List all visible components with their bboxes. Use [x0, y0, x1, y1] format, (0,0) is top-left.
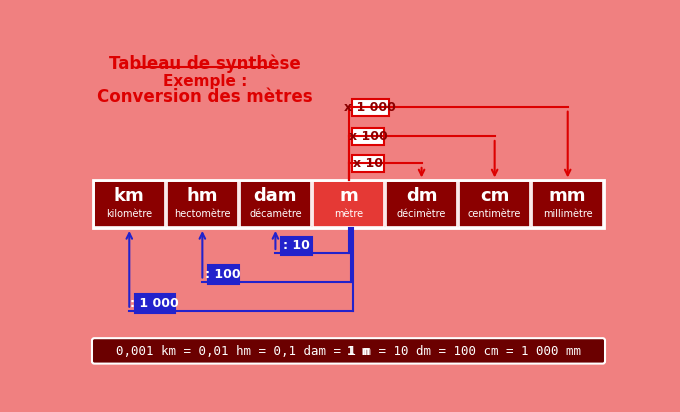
- FancyBboxPatch shape: [313, 181, 384, 227]
- Text: x 1 000: x 1 000: [344, 101, 396, 114]
- FancyBboxPatch shape: [135, 294, 175, 313]
- Text: m: m: [339, 187, 358, 205]
- FancyBboxPatch shape: [352, 128, 384, 145]
- Text: km: km: [114, 187, 145, 205]
- Text: décimètre: décimètre: [397, 209, 446, 219]
- FancyBboxPatch shape: [167, 181, 238, 227]
- Text: millimètre: millimètre: [543, 209, 592, 219]
- FancyBboxPatch shape: [208, 265, 239, 283]
- Text: : 10: : 10: [283, 239, 310, 252]
- Text: x 100: x 100: [349, 130, 387, 143]
- Text: x 10: x 10: [353, 157, 383, 170]
- FancyBboxPatch shape: [92, 338, 605, 364]
- Text: : 100: : 100: [205, 268, 241, 281]
- Text: Tableau de synthèse: Tableau de synthèse: [109, 54, 301, 73]
- Text: centimètre: centimètre: [468, 209, 522, 219]
- FancyBboxPatch shape: [281, 236, 312, 255]
- Text: Exemple :: Exemple :: [163, 74, 248, 89]
- Text: Conversion des mètres: Conversion des mètres: [97, 88, 313, 106]
- Text: kilomètre: kilomètre: [106, 209, 152, 219]
- Text: 0,001 km = 0,01 hm = 0,1 dam = 1 m = 10 dm = 100 cm = 1 000 mm: 0,001 km = 0,01 hm = 0,1 dam = 1 m = 10 …: [116, 345, 581, 358]
- Text: : 1 000: : 1 000: [131, 297, 180, 310]
- Text: 1 m: 1 m: [347, 345, 370, 358]
- FancyBboxPatch shape: [386, 181, 458, 227]
- FancyBboxPatch shape: [352, 99, 389, 116]
- FancyBboxPatch shape: [459, 181, 530, 227]
- Text: cm: cm: [480, 187, 509, 205]
- FancyBboxPatch shape: [239, 181, 311, 227]
- Text: hm: hm: [186, 187, 218, 205]
- Text: décamètre: décamètre: [249, 209, 302, 219]
- Text: mètre: mètre: [334, 209, 363, 219]
- FancyBboxPatch shape: [94, 181, 165, 227]
- FancyBboxPatch shape: [532, 181, 603, 227]
- Text: mm: mm: [549, 187, 586, 205]
- FancyBboxPatch shape: [352, 155, 384, 172]
- Text: dam: dam: [254, 187, 297, 205]
- Text: dm: dm: [406, 187, 437, 205]
- Text: hectomètre: hectomètre: [174, 209, 231, 219]
